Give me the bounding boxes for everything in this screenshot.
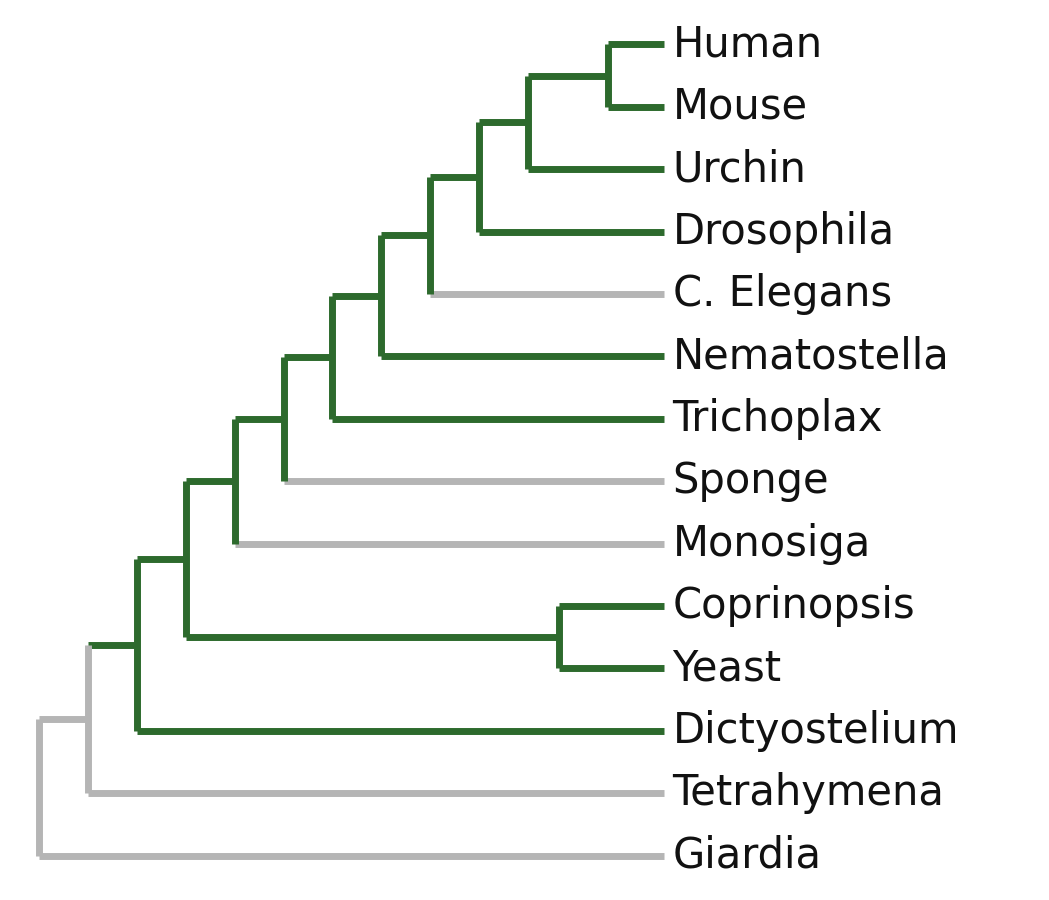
Text: C. Elegans: C. Elegans bbox=[672, 273, 892, 315]
Text: Coprinopsis: Coprinopsis bbox=[672, 585, 915, 627]
Text: Nematostella: Nematostella bbox=[672, 336, 949, 377]
Text: Drosophila: Drosophila bbox=[672, 211, 895, 253]
Text: Mouse: Mouse bbox=[672, 86, 808, 128]
Text: Human: Human bbox=[672, 23, 822, 66]
Text: Trichoplax: Trichoplax bbox=[672, 398, 883, 440]
Text: Tetrahymena: Tetrahymena bbox=[672, 772, 944, 814]
Text: Urchin: Urchin bbox=[672, 148, 807, 190]
Text: Sponge: Sponge bbox=[672, 460, 829, 502]
Text: Giardia: Giardia bbox=[672, 834, 821, 877]
Text: Dictyostelium: Dictyostelium bbox=[672, 710, 959, 752]
Text: Yeast: Yeast bbox=[672, 647, 782, 689]
Text: Monosiga: Monosiga bbox=[672, 523, 871, 564]
